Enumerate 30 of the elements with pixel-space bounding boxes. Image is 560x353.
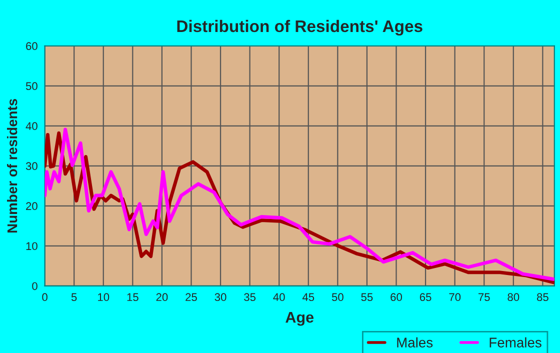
- x-tick-label: 85: [536, 293, 548, 302]
- y-tick-label: 0: [32, 282, 38, 290]
- legend-label: Males: [397, 337, 433, 348]
- y-tick-label: 30: [26, 162, 38, 170]
- x-tick-label: 20: [156, 293, 168, 302]
- x-axis-title: Age: [286, 312, 314, 326]
- y-tick-label: 50: [26, 82, 38, 90]
- x-tick-label: 25: [186, 293, 197, 302]
- x-tick-label: 15: [127, 293, 138, 302]
- x-tick-label: 80: [508, 293, 520, 302]
- y-tick-label: 60: [26, 42, 38, 50]
- y-tick-label: 20: [26, 202, 38, 210]
- y-axis-title: Number of residents: [6, 98, 18, 233]
- x-tick-label: 30: [214, 293, 226, 302]
- x-tick-label: 45: [302, 293, 314, 302]
- y-tick-label: 40: [26, 122, 38, 130]
- x-tick-label: 55: [361, 293, 373, 302]
- x-tick-label: 75: [478, 293, 490, 302]
- x-tick-label: 10: [98, 293, 110, 302]
- x-tick-label: 50: [332, 293, 344, 302]
- x-tick-label: 35: [244, 293, 256, 302]
- x-tick-label: 65: [420, 293, 432, 302]
- x-tick-label: 0: [42, 293, 48, 302]
- y-tick-label: 10: [26, 242, 38, 250]
- x-tick-label: 60: [390, 293, 402, 302]
- chart-title: Distribution of Residents' Ages: [177, 20, 422, 36]
- x-tick-label: 70: [449, 293, 461, 302]
- x-tick-label: 5: [71, 293, 77, 302]
- legend-label: Females: [490, 337, 542, 348]
- x-tick-label: 40: [273, 293, 285, 302]
